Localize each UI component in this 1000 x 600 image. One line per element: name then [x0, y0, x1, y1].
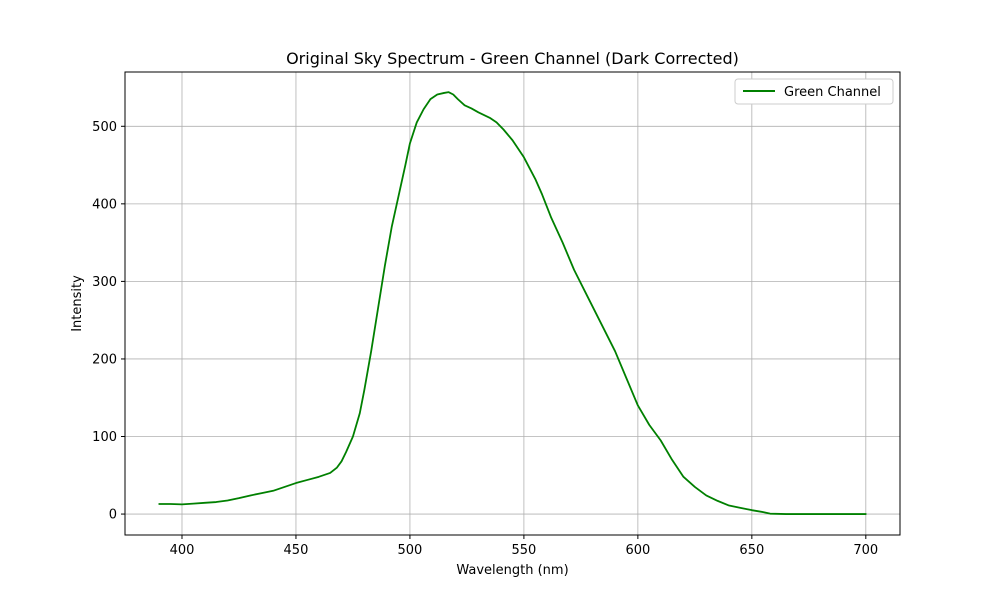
- y-tick-label: 500: [92, 120, 117, 135]
- y-tick-label: 200: [92, 352, 117, 367]
- legend: Green Channel: [734, 78, 894, 105]
- x-tick-label: 650: [739, 543, 764, 558]
- y-tick-label: 100: [92, 430, 117, 445]
- x-tick-label: 450: [284, 543, 309, 558]
- y-axis-label: Intensity: [70, 275, 85, 332]
- y-tick-label: 400: [92, 197, 117, 212]
- x-axis-label: Wavelength (nm): [456, 563, 568, 578]
- y-tick-label: 300: [92, 275, 117, 290]
- x-tick-label: 400: [170, 543, 195, 558]
- legend-box: [734, 78, 894, 105]
- plot-frame: [124, 71, 901, 536]
- grid: [125, 72, 900, 535]
- ticks: 400 450 500 550 600 650 700 0 100 200 300 400 500: [92, 120, 878, 558]
- chart-title: Original Sky Spectrum - Green Channel (D…: [286, 49, 739, 68]
- series-layer: [158, 91, 867, 515]
- y-tick-label: 0: [109, 508, 117, 523]
- x-tick-label: 700: [853, 543, 878, 558]
- x-tick-label: 500: [398, 543, 423, 558]
- x-tick-label: 550: [511, 543, 536, 558]
- legend-label-green-channel: Green Channel: [784, 85, 881, 100]
- x-tick-label: 600: [625, 543, 650, 558]
- series-line-green-channel: [158, 91, 867, 515]
